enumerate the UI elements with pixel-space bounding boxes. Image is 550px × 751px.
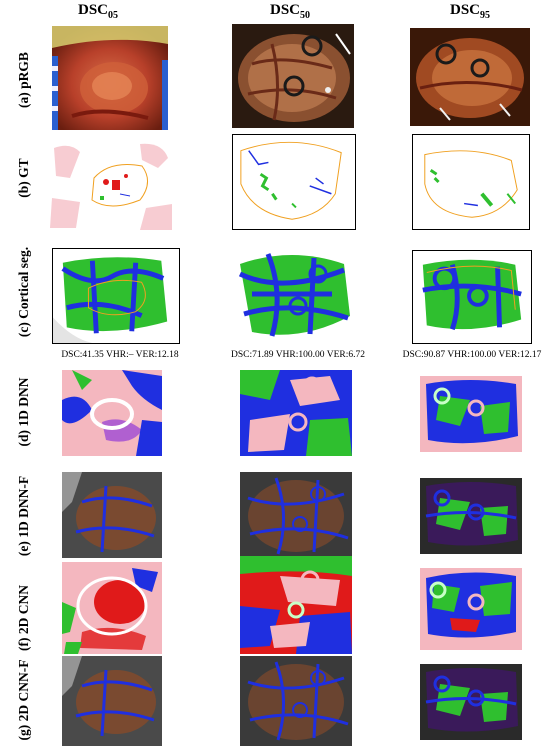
row-label-2d-cnn: (f) 2D CNN	[16, 585, 31, 651]
2d-cnn-f-image-dsc95	[420, 664, 522, 740]
row-label-gt: (b) GT	[16, 158, 31, 198]
column-header-dsc50: DSC50	[230, 2, 350, 21]
1d-dnn-image-dsc05	[62, 370, 162, 456]
cortical-seg-image-dsc50	[232, 244, 356, 344]
metric-caption-dsc50: DSC:71.89 VHR:100.00 VER:6.72	[231, 350, 365, 360]
cortical-seg-image-dsc05	[52, 248, 180, 344]
row-label-cortical-seg: (c) Cortical seg.	[16, 246, 31, 338]
1d-dnn-f-image-dsc50	[240, 472, 352, 558]
column-header-main: DSC	[269, 2, 300, 18]
column-header-main: DSC	[449, 2, 480, 18]
row-label-2d-cnn-f: (g) 2D CNN-F	[16, 659, 31, 741]
prgb-image-dsc50	[232, 24, 354, 128]
gt-image-dsc05	[50, 138, 172, 230]
2d-cnn-image-dsc95	[420, 568, 522, 650]
1d-dnn-f-image-dsc95	[420, 478, 522, 554]
row-label-prgb: (a) pRGB	[16, 52, 31, 108]
2d-cnn-f-image-dsc05	[62, 656, 162, 746]
column-header-sub: 95	[480, 10, 490, 21]
row-label-1d-dnn-f: (e) 1D DNN-F	[16, 475, 31, 557]
column-header-dsc95: DSC95	[410, 2, 530, 21]
metric-caption-dsc05: DSC:41.35 VHR:– VER:12.18	[61, 350, 179, 360]
column-header-sub: 50	[300, 10, 310, 21]
prgb-image-dsc05	[52, 26, 168, 130]
row-label-1d-dnn: (d) 1D DNN	[16, 377, 31, 447]
1d-dnn-f-image-dsc05	[62, 472, 162, 558]
column-header-main: DSC	[77, 2, 108, 18]
1d-dnn-image-dsc50	[240, 370, 352, 456]
column-header-sub: 05	[108, 10, 118, 21]
gt-image-dsc95	[412, 134, 530, 230]
column-header-dsc05: DSC05	[38, 2, 158, 21]
2d-cnn-image-dsc05	[62, 562, 162, 654]
prgb-image-dsc95	[410, 28, 530, 126]
1d-dnn-image-dsc95	[420, 376, 522, 452]
2d-cnn-image-dsc50	[240, 556, 352, 654]
gt-image-dsc50	[232, 134, 356, 230]
metric-caption-dsc95: DSC:90.87 VHR:100.00 VER:12.17	[402, 350, 542, 360]
cortical-seg-image-dsc95	[412, 250, 532, 344]
2d-cnn-f-image-dsc50	[240, 656, 352, 746]
